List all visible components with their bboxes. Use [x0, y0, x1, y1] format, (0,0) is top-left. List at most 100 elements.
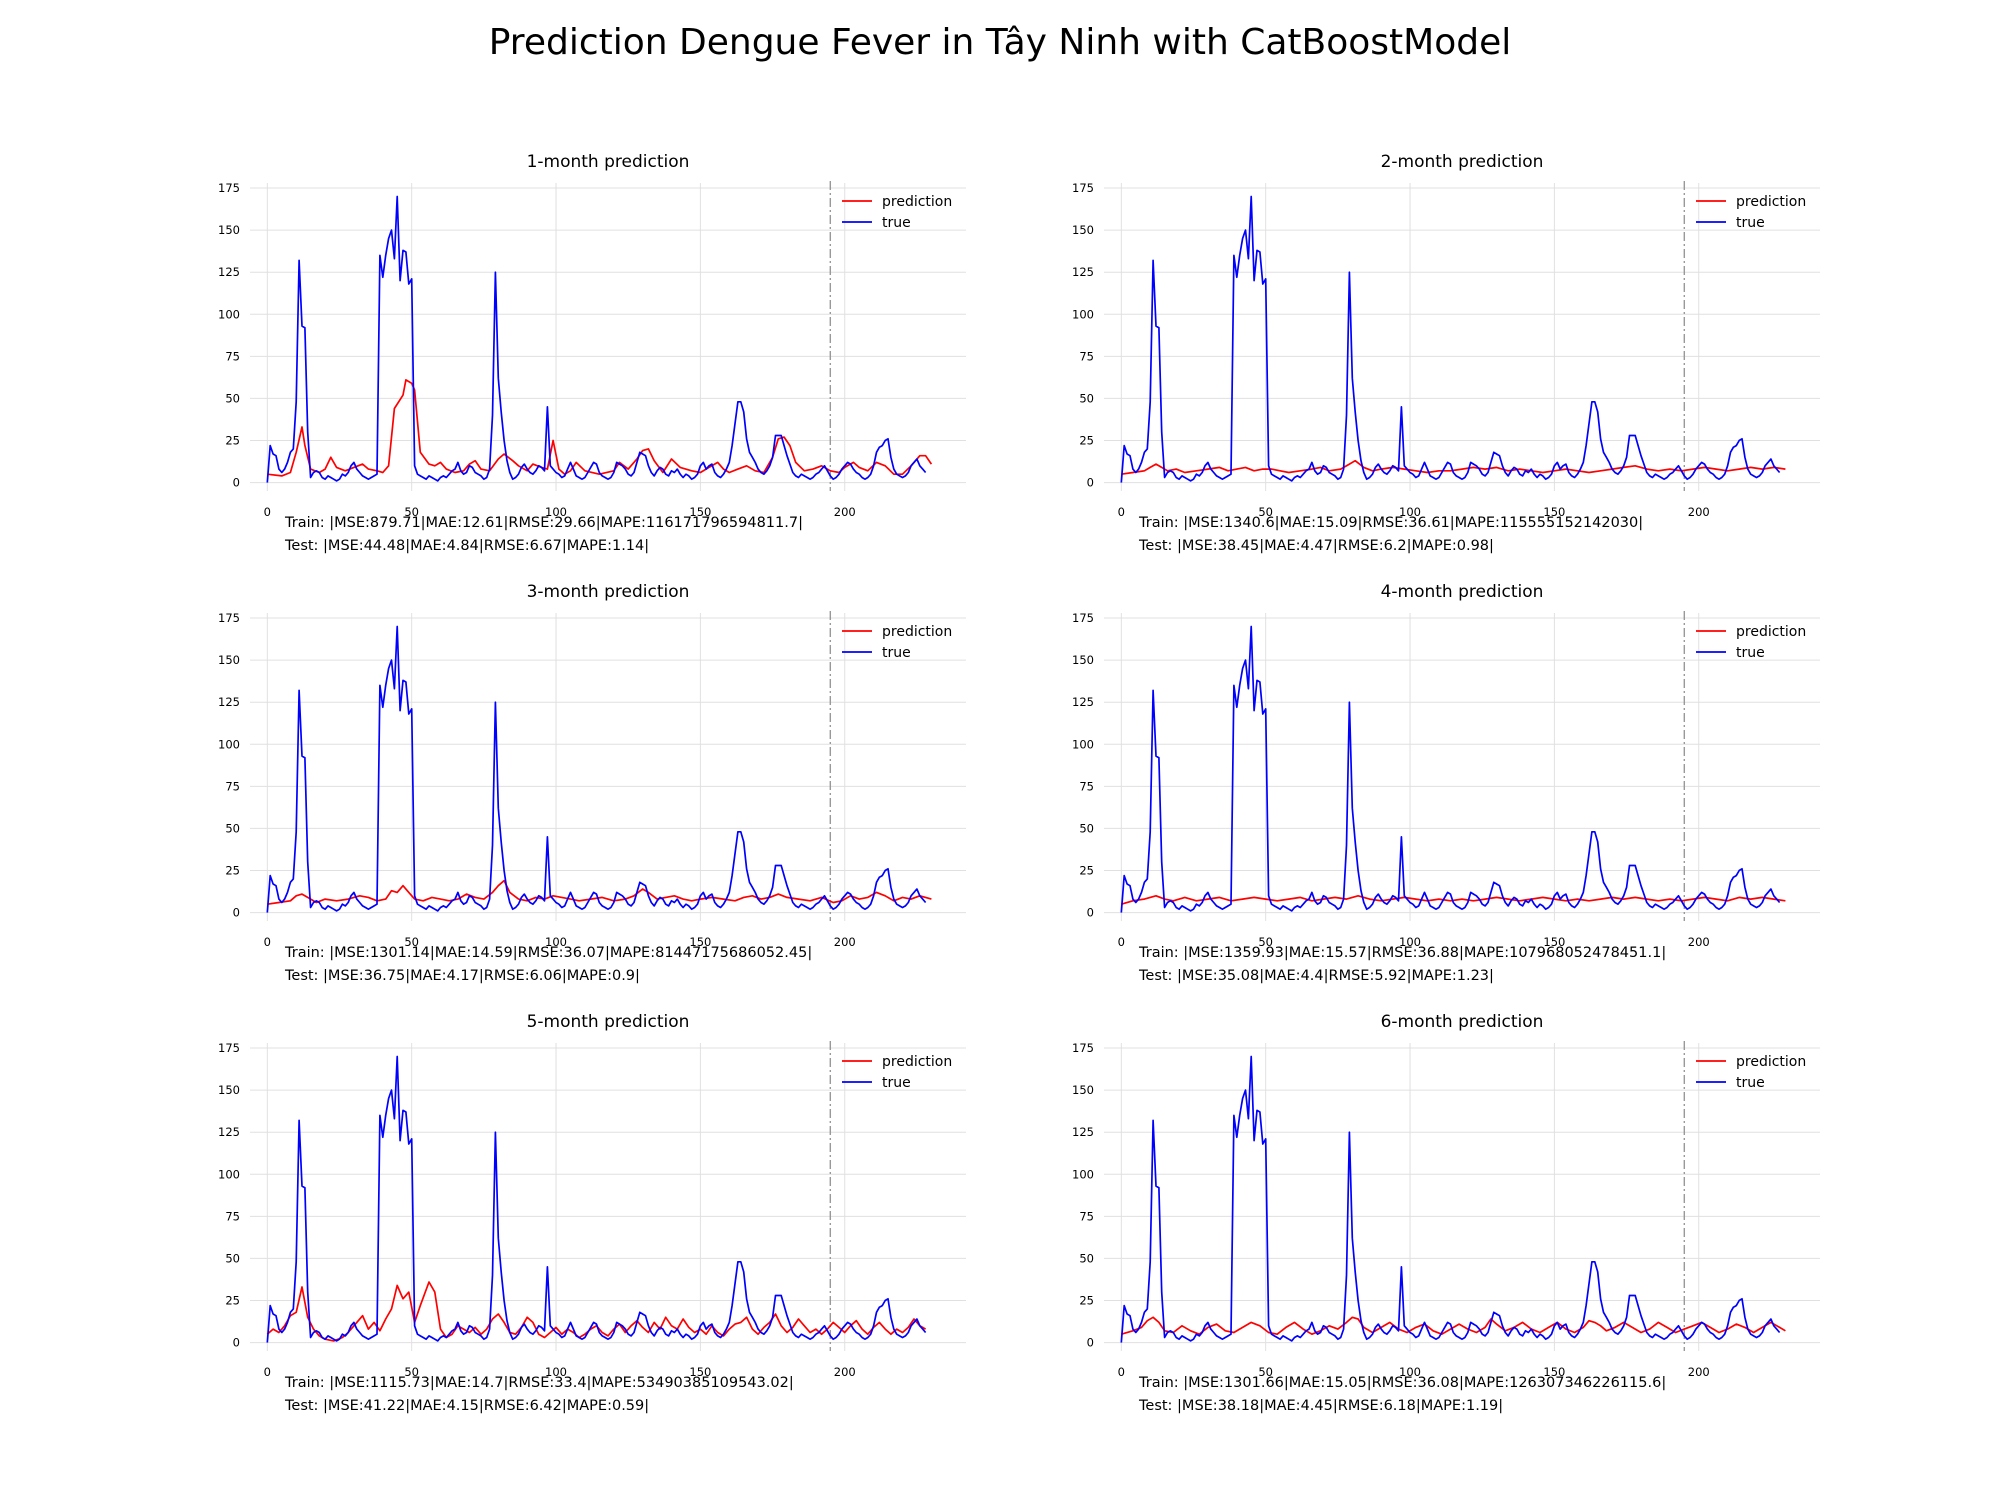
y-tick-label: 150 — [218, 223, 240, 237]
x-tick-label: 200 — [1688, 1365, 1710, 1379]
series-line-prediction — [1121, 1316, 1786, 1336]
metrics-panel-3: Train: |MSE:1301.14|MAE:14.59|RMSE:36.07… — [285, 942, 812, 988]
x-tick-label: 50 — [1258, 1365, 1273, 1379]
y-tick-label: 175 — [1072, 611, 1094, 625]
y-tick-label: 0 — [1087, 476, 1094, 490]
y-tick-label: 0 — [1087, 1336, 1094, 1350]
train-metrics: Train: |MSE:879.71|MAE:12.61|RMSE:29.66|… — [285, 515, 803, 531]
y-tick-label: 50 — [1079, 1251, 1094, 1265]
y-tick-label: 150 — [218, 1083, 240, 1097]
x-tick-label: 150 — [1543, 935, 1565, 949]
y-tick-label: 50 — [225, 391, 240, 405]
legend-label-true: true — [1736, 215, 1765, 231]
legend-label-prediction: prediction — [882, 194, 952, 210]
subplot-3: 0 25 50 75 100 125 150 175 0 50 100 150 200 3-month p… — [218, 582, 966, 949]
legend-label-prediction: prediction — [1736, 1054, 1806, 1070]
x-tick-label: 150 — [1543, 1365, 1565, 1379]
y-tick-label: 100 — [218, 737, 240, 751]
test-metrics: Test: |MSE:38.45|MAE:4.47|RMSE:6.2|MAPE:… — [1139, 538, 1494, 554]
y-tick-label: 0 — [233, 1336, 240, 1350]
y-tick-label: 0 — [1087, 906, 1094, 920]
x-tick-label: 50 — [1258, 935, 1273, 949]
x-tick-label: 100 — [545, 1365, 567, 1379]
series-line-true — [266, 195, 927, 483]
x-tick-label: 100 — [1399, 935, 1421, 949]
x-tick-label: 50 — [404, 1365, 419, 1379]
y-tick-label: 175 — [218, 1041, 240, 1055]
series-line-true — [266, 625, 927, 913]
x-tick-label: 100 — [545, 935, 567, 949]
x-tick-label: 150 — [1543, 505, 1565, 519]
legend-label-prediction: prediction — [882, 624, 952, 640]
subplot-title: 2-month prediction — [1381, 152, 1544, 172]
legend-label-true: true — [1736, 645, 1765, 661]
test-metrics: Test: |MSE:38.18|MAE:4.45|RMSE:6.18|MAPE… — [1139, 1398, 1504, 1414]
x-tick-label: 200 — [834, 935, 856, 949]
test-metrics: Test: |MSE:36.75|MAE:4.17|RMSE:6.06|MAPE… — [285, 968, 640, 984]
y-tick-label: 125 — [1072, 265, 1094, 279]
test-metrics: Test: |MSE:44.48|MAE:4.84|RMSE:6.67|MAPE… — [285, 538, 650, 554]
series-line-true — [1120, 1055, 1781, 1343]
x-tick-label: 200 — [1688, 505, 1710, 519]
legend-label-prediction: prediction — [882, 1054, 952, 1070]
series-line-prediction — [267, 379, 933, 477]
metrics-panel-6: Train: |MSE:1301.66|MAE:15.05|RMSE:36.08… — [1139, 1372, 1666, 1418]
y-tick-label: 50 — [1079, 821, 1094, 835]
x-tick-label: 200 — [1688, 935, 1710, 949]
subplot-title: 5-month prediction — [527, 1012, 690, 1032]
y-tick-label: 75 — [225, 349, 240, 363]
y-tick-label: 25 — [225, 434, 240, 448]
y-tick-label: 25 — [1079, 864, 1094, 878]
y-tick-label: 175 — [1072, 1041, 1094, 1055]
subplot-title: 3-month prediction — [527, 582, 690, 602]
x-tick-label: 100 — [1399, 1365, 1421, 1379]
x-tick-label: 50 — [1258, 505, 1273, 519]
subplot-title: 4-month prediction — [1381, 582, 1544, 602]
train-metrics: Train: |MSE:1359.93|MAE:15.57|RMSE:36.88… — [1139, 945, 1667, 961]
subplot-title: 1-month prediction — [527, 152, 690, 172]
y-tick-label: 0 — [233, 906, 240, 920]
y-tick-label: 25 — [225, 864, 240, 878]
x-tick-label: 0 — [264, 505, 271, 519]
y-tick-label: 25 — [1079, 1294, 1094, 1308]
y-tick-label: 100 — [218, 1167, 240, 1181]
series-line-true — [266, 1055, 927, 1343]
x-tick-label: 50 — [404, 935, 419, 949]
x-tick-label: 200 — [834, 1365, 856, 1379]
y-tick-label: 25 — [1079, 434, 1094, 448]
metrics-panel-4: Train: |MSE:1359.93|MAE:15.57|RMSE:36.88… — [1139, 942, 1666, 988]
y-tick-label: 50 — [1079, 391, 1094, 405]
metrics-panel-2: Train: |MSE:1340.6|MAE:15.09|RMSE:36.61|… — [1139, 512, 1643, 558]
y-tick-label: 125 — [218, 265, 240, 279]
y-tick-label: 125 — [218, 1125, 240, 1139]
x-tick-label: 0 — [1118, 935, 1125, 949]
y-tick-label: 175 — [1072, 181, 1094, 195]
y-tick-label: 100 — [218, 307, 240, 321]
series-line-prediction — [266, 1281, 927, 1342]
x-tick-label: 200 — [834, 505, 856, 519]
legend-label-prediction: prediction — [1736, 194, 1806, 210]
y-tick-label: 75 — [225, 779, 240, 793]
x-tick-label: 0 — [1118, 505, 1125, 519]
legend-label-prediction: prediction — [1736, 624, 1806, 640]
train-metrics: Train: |MSE:1301.66|MAE:15.05|RMSE:36.08… — [1139, 1375, 1667, 1391]
train-metrics: Train: |MSE:1115.73|MAE:14.7|RMSE:33.4|M… — [285, 1375, 794, 1391]
subplot-4: 0 25 50 75 100 125 150 175 0 50 100 150 200 4-month p… — [1072, 582, 1820, 949]
y-tick-label: 100 — [1072, 307, 1094, 321]
test-metrics: Test: |MSE:41.22|MAE:4.15|RMSE:6.42|MAPE… — [285, 1398, 650, 1414]
metrics-panel-1: Train: |MSE:879.71|MAE:12.61|RMSE:29.66|… — [285, 512, 803, 558]
y-tick-label: 125 — [1072, 695, 1094, 709]
legend-label-true: true — [882, 215, 911, 231]
x-tick-label: 150 — [689, 1365, 711, 1379]
y-tick-label: 0 — [233, 476, 240, 490]
y-tick-label: 175 — [218, 611, 240, 625]
series-line-true — [1120, 195, 1781, 483]
figure-title: Prediction Dengue Fever in Tây Ninh with… — [488, 22, 1512, 63]
y-tick-label: 150 — [218, 653, 240, 667]
series-line-true — [1120, 625, 1781, 913]
y-tick-label: 100 — [1072, 1167, 1094, 1181]
y-tick-label: 75 — [225, 1209, 240, 1223]
series-line-prediction — [267, 879, 932, 906]
x-tick-label: 100 — [1399, 505, 1421, 519]
